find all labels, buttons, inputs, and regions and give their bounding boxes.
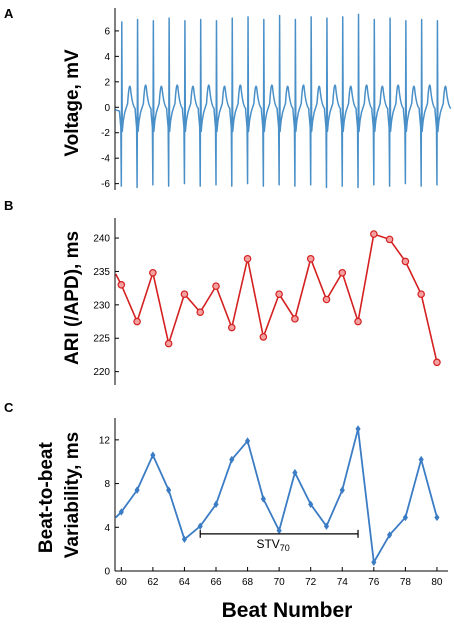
panel-c-xtick-label: 64	[179, 577, 191, 588]
panel-c-data-point	[387, 531, 393, 539]
panel-c-xtick-label: 74	[337, 577, 349, 588]
panel-b-data-point	[133, 317, 141, 326]
panel-c-data-point	[339, 486, 345, 494]
panel-a-ylabel: Voltage, mV	[62, 49, 83, 157]
panel-c-ylabel-line1: Beat-to-beat	[36, 442, 57, 554]
panel-c-xtick-label: 68	[242, 577, 254, 588]
panel-b-data-point	[275, 290, 283, 298]
panel-c-ytick-label: 4	[104, 523, 110, 534]
panel-b-data-point	[401, 257, 410, 266]
panel-b-data-point	[180, 290, 189, 298]
panel-a-ytick-label: -6	[101, 179, 110, 190]
panel-b-ytick-label: 225	[93, 334, 110, 345]
panel-a-ytick-label: 4	[104, 52, 110, 63]
panel-b-data-point	[227, 323, 236, 332]
panel-a-ytick-label: 0	[104, 103, 110, 114]
panel-c-xtick-label: 70	[274, 577, 286, 588]
panel-c-xtick-label: 60	[116, 577, 128, 588]
panel-c-data-point	[166, 486, 172, 494]
panel-c-ytick-label: 12	[99, 435, 111, 446]
panel-c-xtick-label: 66	[210, 577, 222, 588]
panel-c-ylabel: Beat-to-beat Variability, ms	[36, 432, 83, 558]
panel-c-data-point	[418, 455, 424, 464]
panel-a-ytick-label: -2	[101, 128, 110, 139]
panel-b-data-point	[338, 268, 347, 277]
x-axis-label: Beat Number	[222, 599, 353, 622]
panel-c-data-point	[355, 425, 361, 433]
stv-label-subscript: 70	[280, 543, 290, 553]
panel-c-ytick-label: 0	[104, 567, 110, 578]
panel-a-ytick-label: 6	[104, 26, 110, 37]
panel-b-data-point	[212, 282, 220, 290]
panel-c-data-point	[434, 513, 440, 522]
panel-b-data-point	[433, 358, 441, 367]
panel-b-data-point	[385, 235, 394, 244]
panel-c-data-point	[213, 500, 219, 509]
panel-c-data-point	[371, 558, 377, 566]
panel-b-ylabel: ARI (/APD), ms	[62, 231, 83, 365]
panel-b-data-point	[196, 308, 205, 316]
panel-b-data-point	[117, 280, 126, 289]
panel-b-data-point	[259, 333, 268, 341]
panel-b-data-point	[322, 295, 331, 304]
panel-c-series-line	[115, 428, 438, 566]
panel-b-ytick-label: 230	[93, 300, 110, 311]
stv-label: STV70	[256, 537, 289, 553]
panel-b-ari-chart: 220 225 230 235 240	[93, 218, 441, 385]
panel-b-series-line	[115, 232, 438, 363]
panel-c-letter: C	[4, 400, 14, 415]
panel-b-data-point	[306, 254, 315, 263]
panel-a-letter: A	[4, 6, 14, 21]
panel-c-data-point	[260, 495, 266, 503]
panel-c-data-point	[292, 468, 298, 477]
panel-c-xtick-label: 62	[147, 577, 159, 588]
panel-a-voltage-chart: -6 -4 -2 0 2 4 6	[101, 8, 452, 190]
panel-a-ytick-label: -4	[101, 154, 110, 165]
panel-c-xtick-label: 76	[368, 577, 380, 588]
panel-c-xtick-label: 80	[431, 577, 443, 588]
panel-c-data-point	[134, 486, 140, 494]
panel-c-variability-chart: 0 4 8 12 60 62 64 66 68 70 72 74 76 78 80 STV70	[99, 418, 448, 588]
panel-b-data-point	[243, 254, 252, 263]
panel-c-data-point	[197, 522, 203, 530]
panel-c-data-point	[229, 455, 235, 464]
panel-b-data-point	[417, 290, 425, 298]
panel-c-xtick-label: 78	[400, 577, 412, 588]
panel-c-xtick-label: 72	[305, 577, 317, 588]
panel-c-data-point	[402, 513, 408, 522]
panel-c-data-point	[308, 500, 314, 509]
panel-a-voltage-trace	[115, 13, 452, 189]
panel-c-ytick-label: 8	[104, 479, 110, 490]
panel-b-data-point	[164, 339, 173, 348]
panel-b-data-point	[354, 317, 362, 326]
panel-c-ylabel-line2: Variability, ms	[62, 432, 83, 558]
panel-c-data-point	[323, 522, 330, 530]
panel-c-data-point	[150, 451, 156, 459]
panel-c-data-point	[118, 508, 124, 516]
panel-b-ytick-label: 220	[93, 367, 110, 378]
panel-b-data-point	[291, 315, 299, 323]
panel-b-data-point	[149, 268, 157, 277]
panel-a-ytick-label: 2	[104, 77, 110, 88]
panel-c-data-point	[244, 437, 251, 445]
panel-b-letter: B	[4, 198, 13, 213]
panel-b-ytick-label: 235	[93, 267, 110, 278]
panel-b-ytick-label: 240	[93, 234, 110, 245]
panel-b-data-point	[370, 230, 378, 238]
panel-c-data-point	[181, 535, 188, 544]
